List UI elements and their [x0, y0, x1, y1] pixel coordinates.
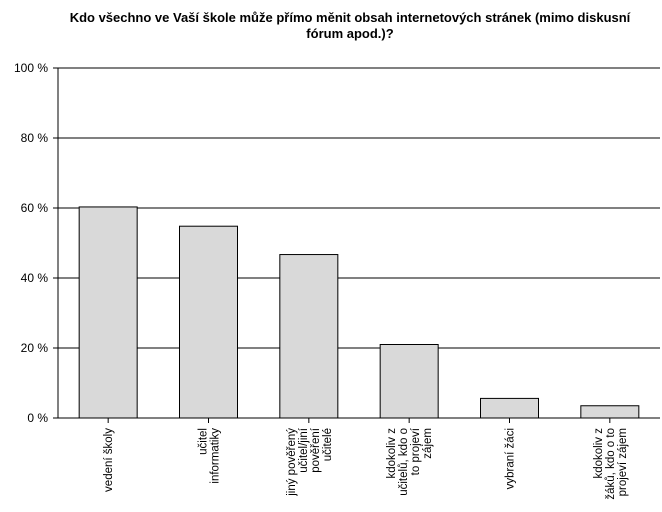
labels: 0 % 20 % 40 % 60 % 80 % 100 % vedení školy učit…	[14, 61, 629, 500]
bar	[279, 254, 339, 419]
x-tick-label-line: kdokoliv z	[593, 428, 605, 479]
x-tick-label: kdokoliv z učitelů, kdo o to projeví zájem	[386, 427, 434, 496]
bar	[179, 225, 238, 419]
x-tick-label-line: učitelé	[322, 428, 334, 461]
y-tick-label: 40 %	[21, 271, 49, 285]
bar	[379, 344, 439, 419]
y-tick-label: 60 %	[21, 201, 49, 215]
x-tick-label-line: zájem	[422, 428, 434, 459]
y-tick-label: 20 %	[21, 341, 49, 355]
bar	[480, 397, 539, 419]
y-tick-label: 0 %	[27, 411, 48, 425]
bars	[78, 206, 640, 419]
y-tick-label: 100 %	[14, 61, 48, 75]
x-tick-label-line: učitel/jiní	[298, 427, 310, 473]
x-tick-label: kdokoliv z žáků, kdo o to projeví zájem	[593, 428, 629, 500]
x-tick-label: vedení školy	[103, 428, 115, 492]
x-tick-label-line: vedení školy	[103, 428, 115, 492]
x-tick-label-line: učitel	[198, 428, 210, 455]
x-tick-label-line: učitelů, kdo o	[398, 428, 410, 496]
bar	[78, 206, 138, 419]
axes	[53, 67, 660, 423]
x-tick-label-line: jiný pověřený	[286, 428, 298, 497]
x-tick-label-line: žáků, kdo o to	[605, 428, 617, 500]
x-tick-label: učitel informatiky	[198, 428, 222, 484]
x-tick-label-line: informatiky	[210, 428, 222, 484]
y-tick-label: 80 %	[21, 131, 49, 145]
bar	[580, 405, 640, 419]
x-tick-label-line: projeví zájem	[617, 428, 629, 496]
x-tick-label: jiný pověřený učitel/jiní pověření učitelé	[286, 427, 334, 497]
x-tick-label-line: vybraní žáci	[505, 428, 517, 489]
x-tick-label-line: to projeví	[410, 427, 422, 475]
grid-lines	[58, 67, 660, 349]
x-tick-label: vybraní žáci	[505, 428, 517, 489]
chart-title: Kdo všechno ve Vaší škole může přímo měn…	[69, 10, 631, 41]
x-tick-label-line: kdokoliv z	[386, 428, 398, 479]
x-tick-label-line: pověření	[310, 427, 322, 473]
